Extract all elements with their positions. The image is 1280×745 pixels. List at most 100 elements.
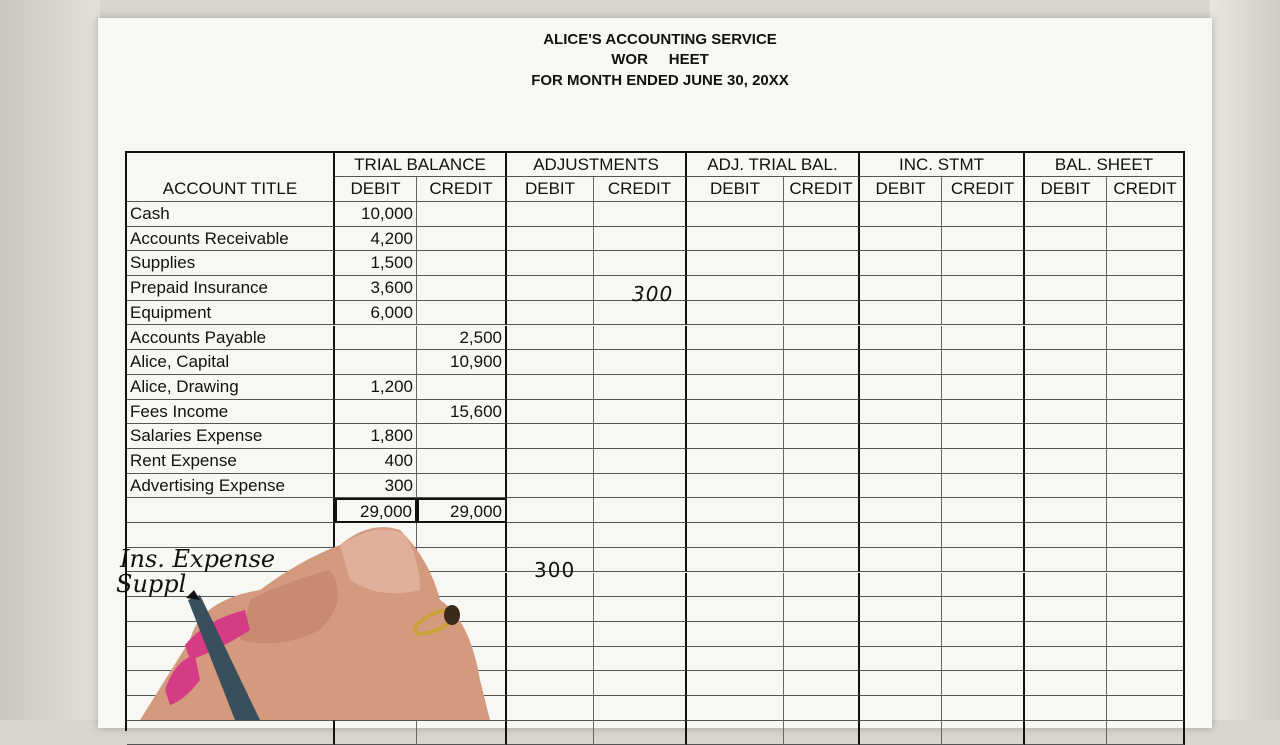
amount-cell [1107,350,1185,375]
amount-cell [860,276,942,301]
amount-cell [942,424,1025,449]
amount-cell [594,399,687,425]
amount-cell [687,424,784,449]
amount-cell [1107,374,1185,400]
amount-cell [594,226,687,252]
group-header-2: ADJ. TRIAL BAL. [687,153,860,177]
tb-debit-cell: 10,000 [335,202,417,227]
company-name: ALICE'S ACCOUNTING SERVICE [543,31,777,48]
amount-cell [687,202,784,227]
amount-cell [942,251,1025,277]
amount-cell [687,473,784,499]
amount-cell [942,350,1025,375]
amount-cell [507,498,594,524]
credit-header-1: CREDIT [594,177,687,202]
amount-cell [507,621,594,647]
amount-cell [784,572,860,598]
amount-cell [594,473,687,499]
tb-debit-total: 29,000 [335,498,417,524]
amount-cell [1025,374,1107,400]
amount-cell [1025,325,1107,351]
handwritten-supplies: Suppl [116,570,187,598]
amount-cell [687,350,784,375]
account-title-header: ACCOUNT TITLE [127,177,335,202]
account-title-cell: Accounts Payable [127,325,335,351]
amount-cell [507,473,594,499]
amount-cell [784,399,860,425]
amount-cell [784,473,860,499]
amount-cell [687,621,784,647]
amount-cell [1025,276,1107,301]
background-left [0,0,100,720]
amount-cell [594,621,687,647]
tb-credit-cell [417,276,507,301]
group-header-3: INC. STMT [860,153,1025,177]
amount-cell [1025,226,1107,252]
amount-cell [594,646,687,672]
amount-cell [784,350,860,375]
amount-cell [1025,300,1107,326]
amount-cell [942,325,1025,351]
amount-cell [507,424,594,449]
amount-cell [860,547,942,573]
period-title: FOR MONTH ENDED JUNE 30, 20XX [531,72,789,89]
tb-credit-cell: 10,900 [417,350,507,375]
amount-cell [1107,300,1185,326]
amount-cell [594,523,687,548]
amount-cell [507,300,594,326]
amount-cell [942,226,1025,252]
amount-cell [1107,572,1185,598]
amount-cell [335,720,417,745]
amount-cell [1025,350,1107,375]
debit-header-4: DEBIT [1025,177,1107,202]
tb-credit-cell: 2,500 [417,325,507,351]
tb-debit-cell: 1,800 [335,424,417,449]
amount-cell [594,251,687,277]
tb-credit-total: 29,000 [417,498,507,524]
amount-cell [687,325,784,351]
account-title-cell: Advertising Expense [127,473,335,499]
amount-cell [942,523,1025,548]
credit-header-4: CREDIT [1107,177,1185,202]
amount-cell [784,547,860,573]
amount-cell [417,720,507,745]
tb-debit-cell: 4,200 [335,226,417,252]
amount-cell [1107,424,1185,449]
amount-cell [507,399,594,425]
amount-cell [1107,276,1185,301]
amount-cell [507,646,594,672]
amount-cell [860,621,942,647]
account-title-cell [127,523,335,548]
amount-cell [784,720,860,745]
amount-cell [860,202,942,227]
amount-cell [860,350,942,375]
tb-credit-cell [417,226,507,252]
amount-cell [784,498,860,524]
amount-cell [784,226,860,252]
amount-cell [1107,325,1185,351]
amount-cell [942,547,1025,573]
account-title-cell [127,498,335,524]
amount-cell [687,251,784,277]
amount-cell [860,523,942,548]
amount-cell [942,449,1025,474]
amount-cell [507,547,594,573]
amount-cell [860,720,942,745]
amount-cell [860,399,942,425]
tb-credit-cell [417,473,507,499]
amount-cell [784,300,860,326]
handwritten-ins-expense-adj-debit: 300 [534,558,576,582]
amount-cell [784,424,860,449]
amount-cell [1025,202,1107,227]
tb-credit-cell [417,449,507,474]
amount-cell [860,473,942,499]
amount-cell [507,597,594,622]
amount-cell [1025,498,1107,524]
account-title-cell: Cash [127,202,335,227]
amount-cell [860,449,942,474]
account-title-cell: Alice, Capital [127,350,335,375]
credit-header-0: CREDIT [417,177,507,202]
amount-cell [784,621,860,647]
amount-cell [942,202,1025,227]
amount-cell [507,671,594,696]
